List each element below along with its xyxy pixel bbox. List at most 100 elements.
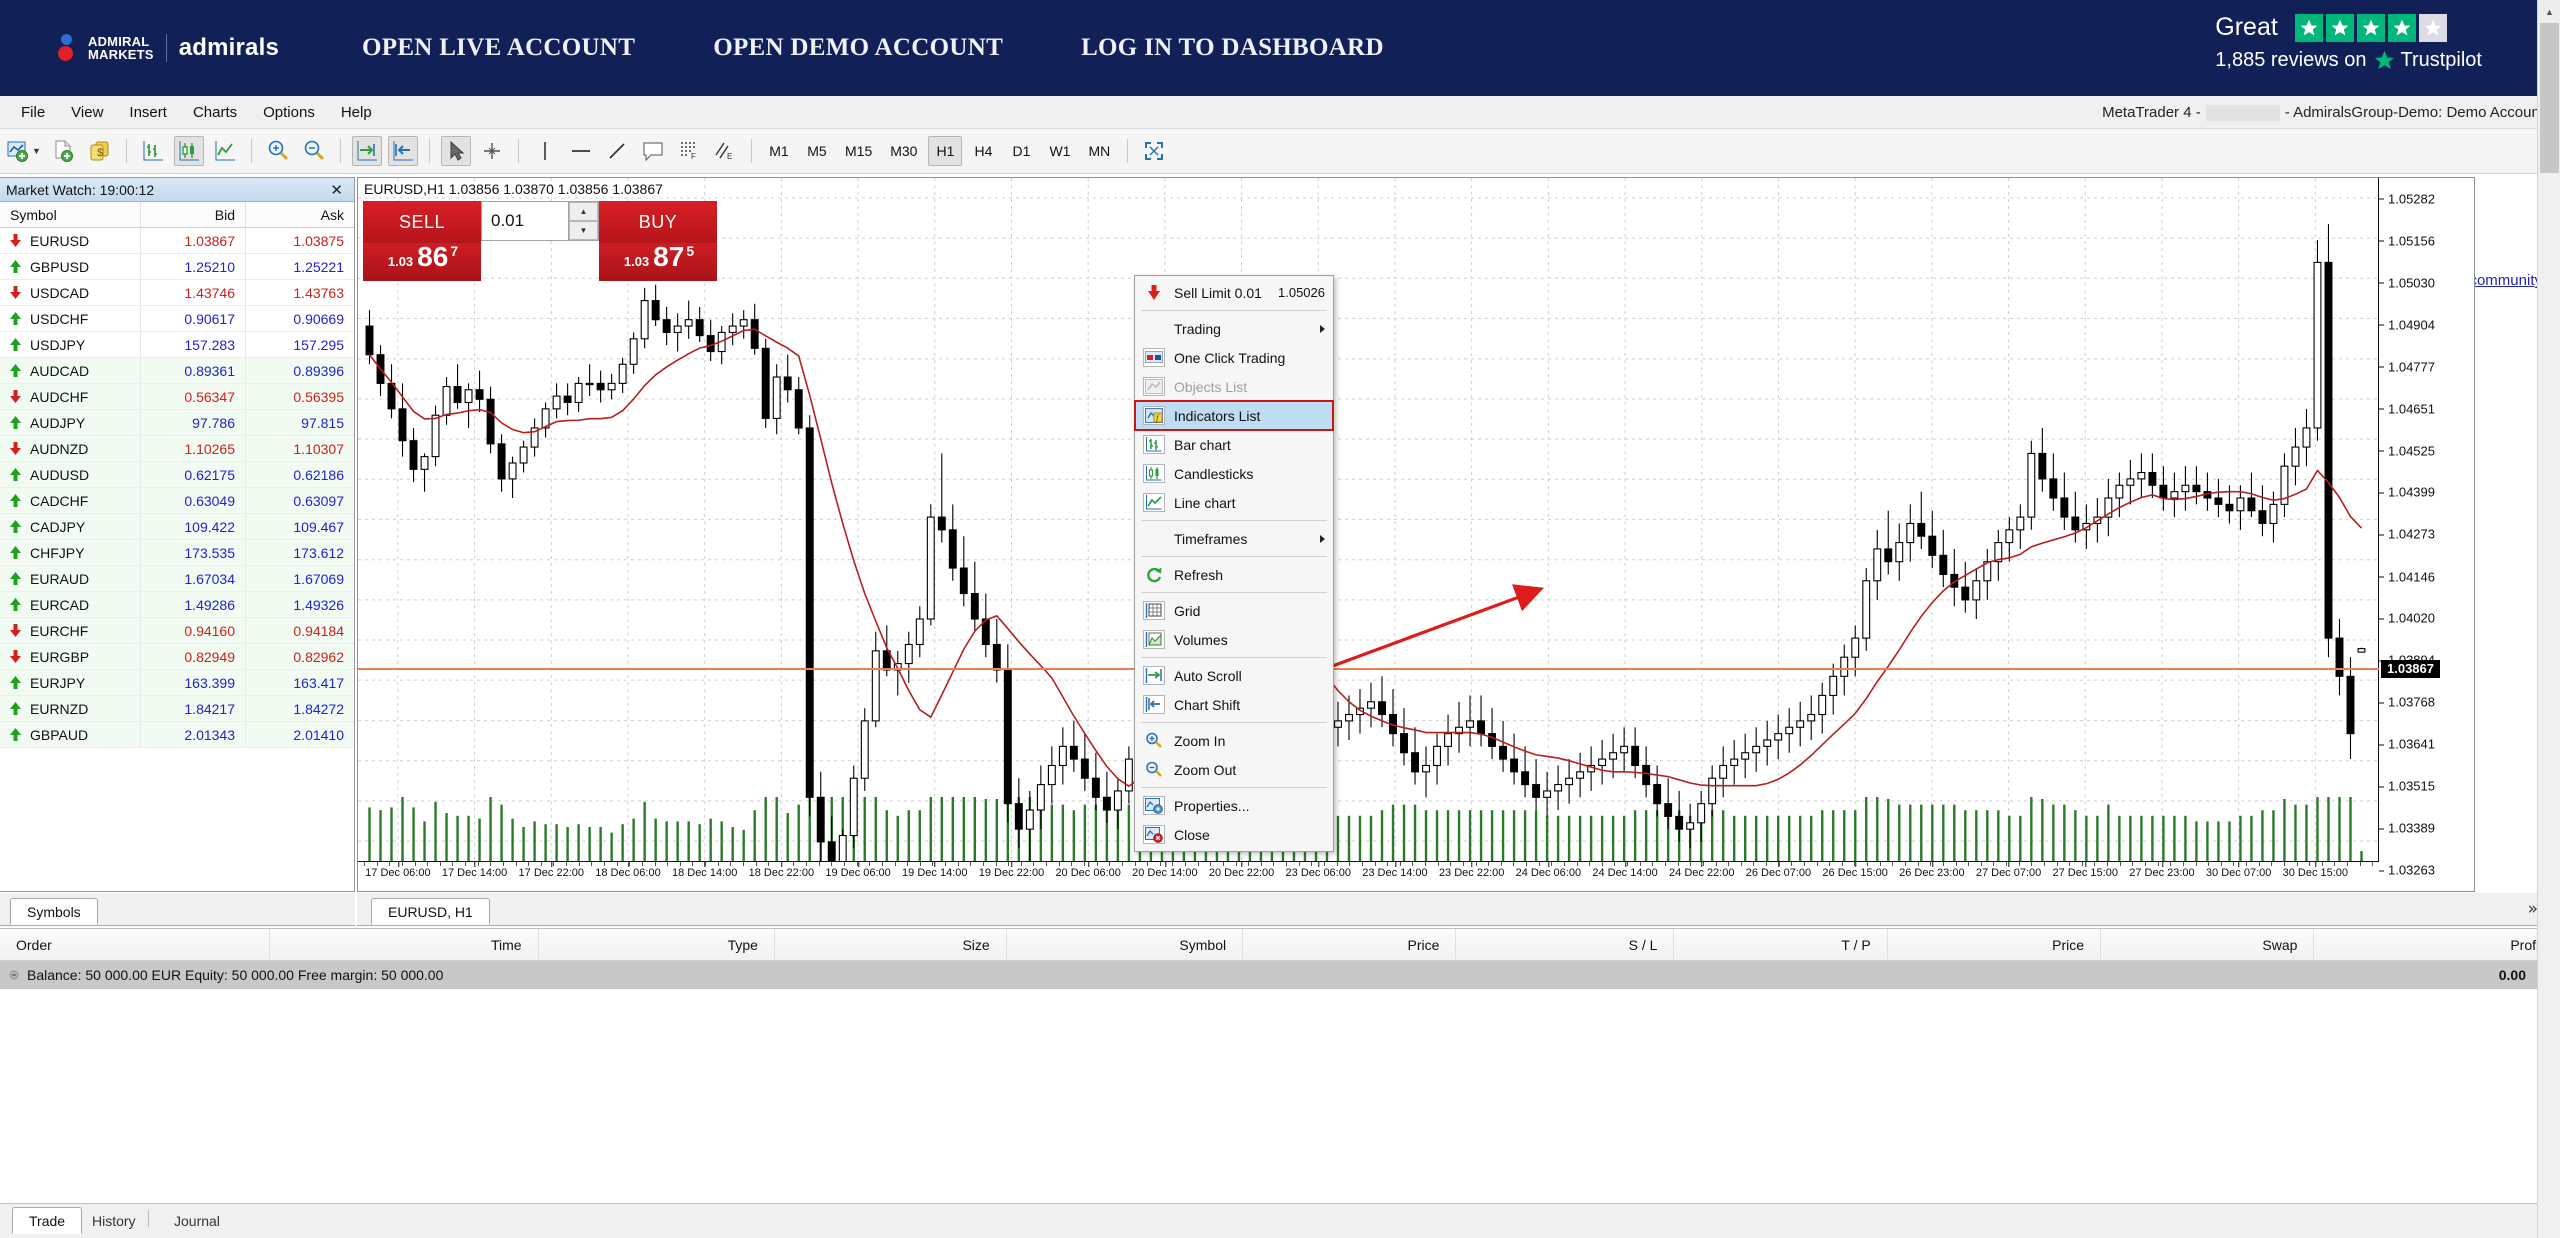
terminal-column-type[interactable]: Type xyxy=(539,929,775,960)
log-in-to-dashboard-link[interactable]: LOG IN TO DASHBOARD xyxy=(1081,34,1384,61)
expand-toggle-icon[interactable] xyxy=(8,969,20,981)
market-watch-row[interactable]: CADCHF 0.63049 0.63097 xyxy=(0,488,354,514)
time-axis[interactable]: 17 Dec 06:00 17 Dec 14:00 17 Dec 22:00 18 D… xyxy=(358,861,2379,891)
market-watch-row[interactable]: EURCAD 1.49286 1.49326 xyxy=(0,592,354,618)
menu-options[interactable]: Options xyxy=(263,103,315,121)
menu-item-zoom-in[interactable]: Zoom In xyxy=(1135,726,1333,755)
terminal-column-t-p[interactable]: T / P xyxy=(1674,929,1888,960)
market-watch-row[interactable]: AUDNZD 1.10265 1.10307 xyxy=(0,436,354,462)
fibonacci-icon[interactable]: F xyxy=(674,136,704,166)
column-header-ask[interactable]: Ask xyxy=(245,202,354,227)
chart-shift-icon[interactable] xyxy=(388,136,418,166)
market-watch-row[interactable]: AUDJPY 97.786 97.815 xyxy=(0,410,354,436)
cursor-icon[interactable] xyxy=(441,136,471,166)
scroll-thumb[interactable] xyxy=(2540,23,2559,173)
menu-item-refresh[interactable]: Refresh xyxy=(1135,560,1333,589)
open-live-account-link[interactable]: OPEN LIVE ACCOUNT xyxy=(362,34,636,61)
terminal-column-price[interactable]: Price xyxy=(1243,929,1457,960)
menu-item-auto-scroll[interactable]: Auto Scroll xyxy=(1135,661,1333,690)
page-scrollbar[interactable]: ▲ xyxy=(2537,0,2560,1238)
menu-item-grid[interactable]: Grid xyxy=(1135,596,1333,625)
terminal-column-time[interactable]: Time xyxy=(270,929,539,960)
zoom-out-icon[interactable] xyxy=(299,136,329,166)
chevron-down-icon[interactable]: ▼ xyxy=(32,146,41,156)
timeframe-mn[interactable]: MN xyxy=(1088,143,1111,159)
equidistant-channel-icon[interactable]: E xyxy=(710,136,740,166)
chart-canvas-area[interactable]: EURUSD,H1 1.03856 1.03870 1.03856 1.0386… xyxy=(358,178,2474,891)
menu-item-sell-limit-0-01[interactable]: Sell Limit 0.01 1.05026 xyxy=(1135,278,1333,307)
price-axis[interactable]: 1.05282 1.05156 1.05030 1.04904 1.04777 1.046… xyxy=(2378,178,2474,891)
market-watch-row[interactable]: GBPUSD 1.25210 1.25221 xyxy=(0,254,354,280)
menu-item-trading[interactable]: Trading xyxy=(1135,314,1333,343)
open-demo-account-link[interactable]: OPEN DEMO ACCOUNT xyxy=(713,34,1004,61)
terminal-column-size[interactable]: Size xyxy=(775,929,1007,960)
fullscreen-icon[interactable] xyxy=(1139,136,1169,166)
menu-item-close[interactable]: Close xyxy=(1135,820,1333,849)
terminal-column-s-l[interactable]: S / L xyxy=(1456,929,1675,960)
new-chart-icon[interactable] xyxy=(3,136,33,166)
market-watch-row[interactable]: EURCHF 0.94160 0.94184 xyxy=(0,618,354,644)
horizontal-line-icon[interactable] xyxy=(566,136,596,166)
menu-help[interactable]: Help xyxy=(340,103,372,121)
menu-item-indicators-list[interactable]: f Indicators List xyxy=(1134,400,1334,431)
menu-item-chart-shift[interactable]: Chart Shift xyxy=(1135,690,1333,719)
terminal-column-profit[interactable]: Profit xyxy=(2314,929,2560,960)
tab-eurusd-h1[interactable]: EURUSD, H1 xyxy=(371,898,490,925)
market-watch-row[interactable]: AUDCAD 0.89361 0.89396 xyxy=(0,358,354,384)
market-watch-row[interactable]: USDCAD 1.43746 1.43763 xyxy=(0,280,354,306)
market-watch-row[interactable]: EURUSD 1.03867 1.03875 xyxy=(0,228,354,254)
timeframe-m1[interactable]: M1 xyxy=(769,143,789,159)
terminal-column-swap[interactable]: Swap xyxy=(2101,929,2315,960)
menu-insert[interactable]: Insert xyxy=(129,103,167,121)
menu-item-candlesticks[interactable]: Candlesticks xyxy=(1135,459,1333,488)
timeframe-h1[interactable]: H1 xyxy=(928,136,963,166)
terminal-balance-row[interactable]: Balance: 50 000.00 EUR Equity: 50 000.00… xyxy=(0,961,2560,989)
terminal-column-price[interactable]: Price xyxy=(1888,929,2102,960)
menu-charts[interactable]: Charts xyxy=(192,103,238,121)
tab-history[interactable]: History xyxy=(92,1212,136,1229)
market-watch-row[interactable]: USDJPY 157.283 157.295 xyxy=(0,332,354,358)
market-watch-row[interactable]: EURJPY 163.399 163.417 xyxy=(0,670,354,696)
vertical-line-icon[interactable] xyxy=(530,136,560,166)
buy-button[interactable]: BUY xyxy=(599,201,717,243)
one-click-trading-panel[interactable]: SELL 0.01 ▲ ▼ BUY 1.03 86 7 xyxy=(363,201,717,281)
menu-item-volumes[interactable]: Volumes xyxy=(1135,625,1333,654)
tab-symbols[interactable]: Symbols xyxy=(10,898,98,925)
menu-item-timeframes[interactable]: Timeframes xyxy=(1135,524,1333,553)
market-watch-row[interactable]: EURAUD 1.67034 1.67069 xyxy=(0,566,354,592)
market-watch-row[interactable]: CHFJPY 173.535 173.612 xyxy=(0,540,354,566)
bar-chart-icon[interactable] xyxy=(138,136,168,166)
admirals-logo[interactable]: ADMIRAL MARKETS admirals xyxy=(58,31,279,65)
buy-price-button[interactable]: 1.03 87 5 xyxy=(599,243,717,281)
timeframe-d1[interactable]: D1 xyxy=(1012,143,1031,159)
market-watch-row[interactable]: EURGBP 0.82949 0.82962 xyxy=(0,644,354,670)
text-label-icon[interactable] xyxy=(638,136,668,166)
market-watch-row[interactable]: CADJPY 109.422 109.467 xyxy=(0,514,354,540)
menu-item-one-click-trading[interactable]: One Click Trading xyxy=(1135,343,1333,372)
sell-button[interactable]: SELL xyxy=(363,201,481,243)
chart-context-menu[interactable]: Sell Limit 0.01 1.05026 Trading One Click T… xyxy=(1134,275,1334,852)
autotrading-icon[interactable]: $ xyxy=(85,136,115,166)
volume-stepper[interactable]: 0.01 ▲ ▼ xyxy=(481,201,599,241)
market-watch-row[interactable]: AUDUSD 0.62175 0.62186 xyxy=(0,462,354,488)
sell-price-button[interactable]: 1.03 86 7 xyxy=(363,243,481,281)
menu-view[interactable]: View xyxy=(71,103,104,121)
spinner-down-icon[interactable]: ▼ xyxy=(569,221,598,240)
zoom-in-icon[interactable] xyxy=(263,136,293,166)
timeframe-h4[interactable]: H4 xyxy=(974,143,993,159)
scroll-up-icon[interactable]: ▲ xyxy=(2538,0,2560,23)
volume-spinner[interactable]: ▲ ▼ xyxy=(569,201,599,241)
menu-file[interactable]: File xyxy=(21,103,46,121)
market-watch-row[interactable]: AUDCHF 0.56347 0.56395 xyxy=(0,384,354,410)
chart-window[interactable]: EURUSD,H1 1.03856 1.03870 1.03856 1.0386… xyxy=(357,177,2475,892)
new-order-icon[interactable] xyxy=(49,136,79,166)
volume-input[interactable]: 0.01 xyxy=(481,201,569,241)
spinner-up-icon[interactable]: ▲ xyxy=(569,202,598,221)
candlestick-chart-icon[interactable] xyxy=(174,136,204,166)
menu-item-line-chart[interactable]: Line chart xyxy=(1135,488,1333,517)
auto-scroll-icon[interactable] xyxy=(352,136,382,166)
timeframe-w1[interactable]: W1 xyxy=(1049,143,1071,159)
more-tabs-icon[interactable]: » xyxy=(2527,899,2538,919)
line-chart-icon[interactable] xyxy=(210,136,240,166)
crosshair-icon[interactable] xyxy=(477,136,507,166)
